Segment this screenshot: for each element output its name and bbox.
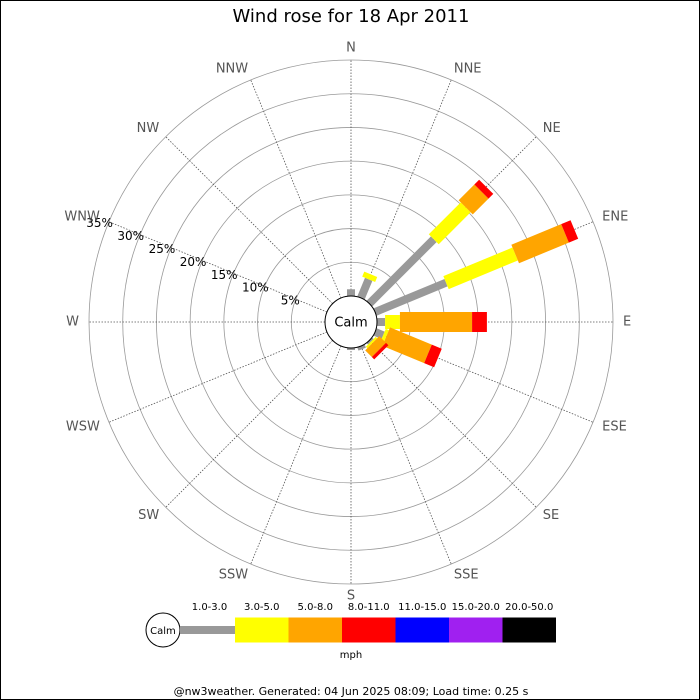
wind-bar	[511, 224, 569, 264]
wind-bar	[347, 289, 355, 296]
direction-label: N	[346, 41, 356, 56]
spoke	[360, 345, 452, 565]
spoke	[108, 221, 328, 313]
wind-bar	[366, 236, 437, 307]
wind-bar	[377, 318, 386, 326]
direction-label: WSW	[66, 419, 100, 434]
wind-bar	[373, 328, 385, 339]
direction-label: ENE	[602, 210, 628, 225]
wind-bar	[347, 348, 355, 351]
r-tick-label: 30%	[117, 229, 144, 243]
spoke	[250, 79, 342, 299]
calm-label: Calm	[334, 316, 367, 331]
wind-bar	[443, 247, 518, 290]
chart-title: Wind rose for 18 Apr 2011	[233, 6, 470, 27]
legend-label: 1.0-3.0	[192, 602, 227, 613]
direction-label: NNE	[454, 61, 482, 76]
spoke	[165, 136, 333, 304]
direction-label: NE	[543, 121, 561, 136]
legend-calm-label: Calm	[150, 626, 176, 637]
wind-bar	[428, 202, 471, 245]
legend-label: 11.0-15.0	[398, 602, 446, 613]
wind-bar	[472, 312, 487, 332]
wind-bar	[474, 179, 494, 199]
wind-bar	[362, 271, 378, 282]
r-tick-label: 25%	[149, 242, 176, 256]
legend-label: 5.0-8.0	[298, 602, 333, 613]
calm-circle	[324, 295, 378, 349]
spoke	[369, 340, 537, 508]
legend-label: 8.0-11.0	[348, 602, 390, 613]
direction-label: WNW	[64, 210, 100, 225]
wind-bar	[399, 312, 473, 332]
r-tick-label: 35%	[86, 216, 113, 230]
legend-swatch	[449, 617, 503, 643]
direction-label: ESE	[602, 419, 627, 434]
wind-bar	[357, 344, 366, 351]
legend-swatch	[502, 617, 556, 643]
legend-unit: mph	[340, 650, 362, 661]
legend-label: 3.0-5.0	[244, 602, 279, 613]
r-tick-label: 10%	[242, 281, 269, 295]
direction-label: SW	[138, 508, 159, 523]
spoke	[360, 79, 452, 299]
direction-label: NNW	[216, 61, 248, 76]
spoke	[250, 345, 342, 565]
wind-bar	[365, 336, 378, 349]
wind-bar	[424, 344, 442, 368]
legend-label: 20.0-50.0	[505, 602, 553, 613]
legend-label: 15.0-20.0	[452, 602, 500, 613]
direction-label: NW	[137, 121, 160, 136]
wind-bar	[365, 336, 386, 357]
direction-label: E	[623, 315, 631, 330]
wind-bar	[357, 277, 373, 300]
direction-label: W	[66, 315, 79, 330]
direction-label: SE	[543, 508, 559, 523]
legend-swatch	[395, 617, 449, 643]
direction-label: SSW	[219, 568, 249, 583]
footer: @nw3weather. Generated: 04 Jun 2025 08:0…	[174, 685, 529, 698]
wind-bar	[561, 220, 579, 243]
grid-ring	[88, 59, 614, 585]
legend-swatch	[288, 617, 342, 643]
legend-swatch	[180, 626, 235, 634]
wind-bar	[382, 327, 432, 364]
spoke	[165, 340, 333, 508]
direction-label: SSE	[454, 568, 479, 583]
legend-swatch	[235, 617, 289, 643]
r-tick-label: 20%	[180, 255, 207, 269]
wind-bar	[366, 337, 374, 345]
wind-bar	[385, 315, 400, 329]
direction-label: S	[347, 589, 355, 604]
legend-swatch	[342, 617, 396, 643]
r-tick-label: 15%	[211, 268, 238, 282]
wind-bar	[458, 184, 489, 215]
wind-bar	[371, 342, 389, 360]
grid-ring	[189, 160, 513, 484]
spoke	[108, 331, 328, 423]
r-tick-label: 5%	[281, 294, 300, 308]
wind-bar	[373, 278, 448, 316]
